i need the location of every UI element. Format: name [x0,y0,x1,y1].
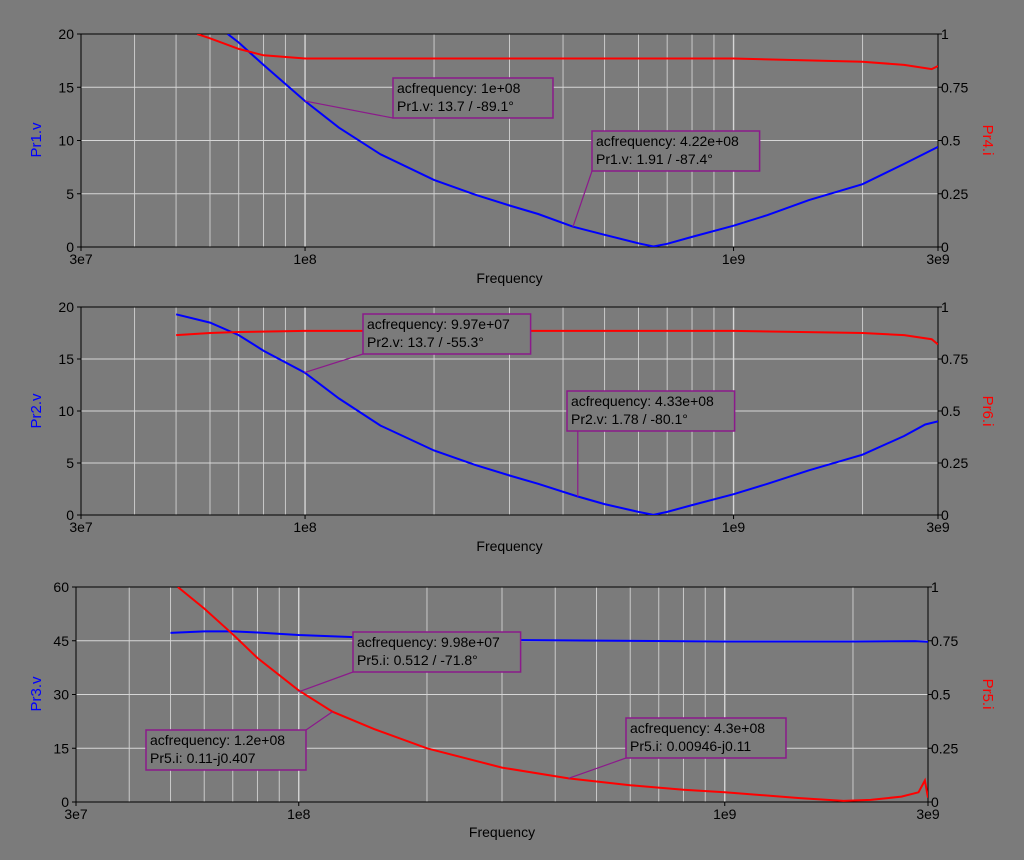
annotation-leader [298,671,354,693]
y-right-tick-label: 1 [941,26,949,42]
annotation-leader [304,353,364,374]
y-left-tick-label: 5 [66,186,74,202]
y-left-tick-label: 20 [58,299,74,315]
x-tick-label: 1e9 [722,251,746,267]
annotation-text: acfrequency: 4.33e+08 [571,393,714,409]
annotation-text: acfrequency: 4.3e+08 [630,720,765,736]
annotation-text: acfrequency: 1e+08 [397,80,521,96]
annotation-leader [572,170,593,227]
y-left-axis-label: Pr1.v [28,122,45,158]
y-left-tick-label: 20 [58,26,74,42]
x-tick-label: 3e9 [926,251,950,267]
y-right-axis-label: Pr4.i [979,125,996,156]
chart-panel-2: 3e7 1e8 1e9 3e90510152000.250.50.751Frequen… [28,299,996,554]
y-left-axis-label: Pr3.v [28,676,45,712]
y-right-tick-label: 0 [931,794,939,810]
y-left-tick-label: 10 [58,403,74,419]
annotation-leader [304,100,394,119]
x-tick-label: 3e9 [926,519,950,535]
y-right-tick-label: 0.25 [931,740,958,756]
series-line-Pr5-i [177,587,928,802]
y-left-axis-label: Pr2.v [28,393,45,429]
annotation-text: Pr1.v: 13.7 / -89.1° [397,98,514,114]
annotation-box [625,717,787,759]
annotation-text: acfrequency: 9.97e+07 [367,316,510,332]
series-line-Pr1-v [227,34,938,247]
y-right-tick-label: 0.25 [941,455,968,471]
x-axis-label: Frequency [469,824,535,840]
chart-panel-3: 3e7 1e8 1e9 3e901530456000.250.50.751Freque… [28,579,996,840]
y-left-tick-label: 60 [53,579,69,595]
y-right-axis-label: Pr6.i [979,396,996,427]
annotation-text: Pr5.i: 0.11-j0.407 [150,750,256,766]
y-left-tick-label: 10 [58,133,74,149]
series-line-Pr6-i [176,329,938,346]
annotation-text: Pr2.v: 13.7 / -55.3° [367,334,484,350]
annotation-box [362,313,532,355]
series-line-Pr2-v [175,313,938,515]
y-left-tick-label: 30 [53,687,69,703]
annotation-leader [305,711,333,731]
y-right-tick-label: 0.75 [931,633,958,649]
annotation-box [591,130,761,172]
x-tick-label: 3e7 [69,251,93,267]
y-left-tick-label: 0 [66,239,74,255]
annotation-text: Pr5.i: 0.512 / -71.8° [357,652,478,668]
y-right-tick-label: 0 [941,507,949,523]
y-left-tick-label: 5 [66,455,74,471]
annotation-text: acfrequency: 1.2e+08 [150,732,285,748]
x-tick-label: 1e8 [293,519,317,535]
annotation-text: Pr2.v: 1.78 / -80.1° [571,411,688,427]
y-right-axis-label: Pr5.i [979,679,996,710]
annotation-leader [568,757,627,779]
annotation-text: Pr1.v: 1.91 / -87.4° [596,151,713,167]
annotation-box [566,390,736,432]
x-axis-label: Frequency [476,270,542,286]
y-right-tick-label: 1 [931,579,939,595]
y-left-tick-label: 15 [58,79,74,95]
y-left-tick-label: 45 [53,633,69,649]
y-right-tick-label: 0.5 [941,133,961,149]
y-right-tick-label: 0.75 [941,79,968,95]
y-right-tick-label: 0.25 [941,186,968,202]
y-left-tick-label: 0 [66,507,74,523]
x-tick-label: 3e7 [69,519,93,535]
y-left-tick-label: 15 [58,351,74,367]
y-right-tick-label: 0.75 [941,351,968,367]
annotation-box [145,729,307,771]
x-tick-label: 3e7 [64,806,88,822]
x-tick-label: 1e8 [293,251,317,267]
annotation-box [352,631,522,673]
y-left-tick-label: 15 [53,740,69,756]
y-left-tick-label: 0 [61,794,69,810]
y-right-tick-label: 0.5 [931,687,951,703]
series-line-Pr3-v [170,630,928,643]
y-right-tick-label: 0 [941,239,949,255]
x-tick-label: 1e9 [713,806,737,822]
chart-panel-1: 3e7 1e8 1e9 3e90510152000.250.50.751Frequen… [28,26,996,286]
annotation-text: acfrequency: 9.98e+07 [357,634,500,650]
x-tick-label: 1e9 [722,519,746,535]
x-tick-label: 1e8 [287,806,311,822]
x-axis-label: Frequency [476,538,542,554]
annotation-text: Pr5.i: 0.00946-j0.11 [630,738,751,754]
x-tick-label: 3e9 [916,806,940,822]
series-line-Pr4-i [196,34,938,71]
annotation-box [392,77,554,119]
annotation-text: acfrequency: 4.22e+08 [596,133,739,149]
y-right-tick-label: 0.5 [941,403,961,419]
y-right-tick-label: 1 [941,299,949,315]
